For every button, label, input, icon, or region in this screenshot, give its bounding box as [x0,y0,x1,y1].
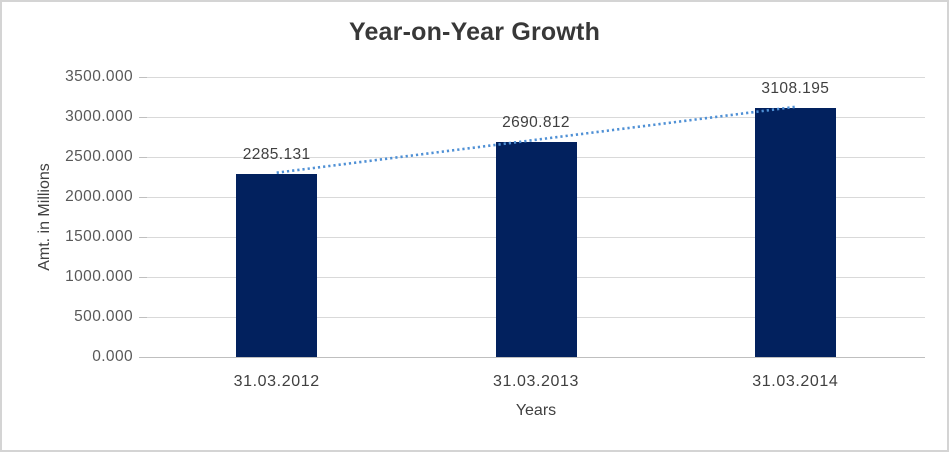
y-tick-label: 2500.000 [65,148,133,165]
y-axis-title: Amt. in Millions [36,163,53,271]
bar [236,174,318,357]
x-axis-title: Years [515,402,557,419]
y-tick-label: 2000.000 [65,188,133,205]
y-tick-label: 3000.000 [65,108,133,125]
gridline [147,77,925,78]
x-axis-line [147,357,925,358]
y-tick-mark [139,317,147,318]
bar-data-label: 3108.195 [761,80,830,98]
y-tick-mark [139,197,147,198]
x-tick-label: 31.03.2013 [492,373,580,390]
x-tick-label: 31.03.2012 [233,373,320,390]
bar-data-label: 2285.131 [242,146,311,164]
y-tick-mark [139,277,147,278]
y-tick-label: 1500.000 [65,228,133,245]
y-tick-mark [139,77,147,78]
bar-data-label: 2690.812 [502,113,570,131]
chart-title: Year-on-Year Growth [348,18,601,46]
y-tick-label: 3500.000 [65,68,133,85]
y-tick-mark [139,237,147,238]
y-tick-label: 1000.000 [65,268,133,285]
y-tick-label: 0.000 [92,348,133,365]
y-tick-label: 500.000 [74,308,133,325]
y-tick-mark [139,357,147,358]
x-tick-label: 31.03.2014 [752,373,839,390]
bar [495,141,577,357]
bar [754,108,836,357]
y-tick-mark [139,157,147,158]
y-tick-mark [139,117,147,118]
